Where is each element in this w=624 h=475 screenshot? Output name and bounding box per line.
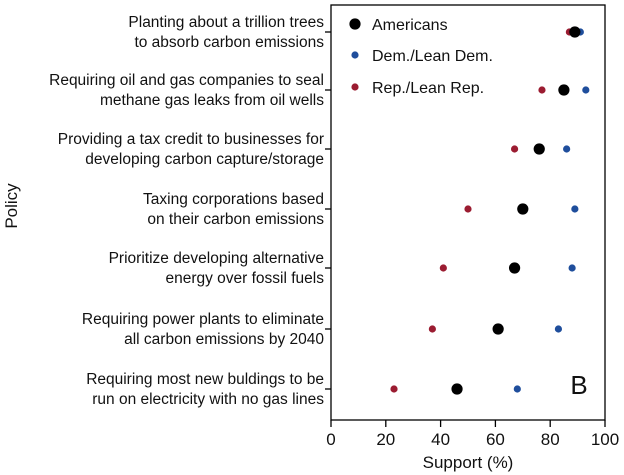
data-point bbox=[464, 205, 472, 213]
policy-label: methane gas leaks from oil wells bbox=[100, 92, 324, 109]
policy-label: to absorb carbon emissions bbox=[134, 34, 324, 51]
data-point bbox=[492, 323, 504, 335]
data-point bbox=[582, 86, 590, 94]
data-point bbox=[428, 325, 436, 333]
x-tick-label: 0 bbox=[326, 430, 335, 449]
policy-label: energy over fossil fuels bbox=[165, 270, 324, 287]
data-point bbox=[554, 325, 563, 333]
plot-frame bbox=[330, 4, 606, 421]
data-point bbox=[513, 385, 521, 393]
x-tick-label: 100 bbox=[591, 430, 619, 449]
policy-label: developing carbon capture/storage bbox=[85, 151, 324, 168]
data-point bbox=[508, 262, 521, 274]
policy-labels: Planting about a trillion trees to absorb… bbox=[49, 14, 331, 408]
legend-marker bbox=[351, 51, 359, 59]
policy-label: Requiring oil and gas companies to seal bbox=[49, 72, 324, 89]
data-point bbox=[451, 383, 463, 395]
x-tick-label: 20 bbox=[376, 430, 395, 449]
legend-marker bbox=[349, 18, 361, 30]
x-tick-label: 80 bbox=[541, 430, 560, 449]
policy-label: Requiring most new buldings to be bbox=[86, 371, 324, 388]
x-axis-ticks: 0 20 40 60 80 100 bbox=[326, 420, 619, 449]
x-axis-title: Support (%) bbox=[423, 453, 514, 472]
policy-label: run on electricity with no gas lines bbox=[92, 391, 324, 408]
policy-label: all carbon emissions by 2040 bbox=[124, 331, 324, 348]
legend-label: Dem./Lean Dem. bbox=[372, 48, 493, 65]
data-point bbox=[569, 26, 581, 38]
data-point bbox=[517, 203, 529, 215]
legend-label: Americans bbox=[372, 17, 448, 34]
y-axis-title: Policy bbox=[2, 183, 21, 229]
policy-label: Prioritize developing alternative bbox=[109, 250, 324, 267]
policy-label: Requiring power plants to eliminate bbox=[82, 311, 324, 328]
x-tick-label: 60 bbox=[486, 430, 505, 449]
data-point bbox=[558, 84, 570, 96]
policy-label: Taxing corporations based bbox=[143, 191, 324, 208]
data-point bbox=[510, 145, 519, 153]
data-points bbox=[390, 26, 590, 395]
data-point bbox=[390, 385, 398, 393]
data-point bbox=[533, 143, 545, 155]
legend-marker bbox=[351, 83, 359, 91]
policy-label: on their carbon emissions bbox=[147, 211, 324, 228]
data-point bbox=[563, 145, 571, 153]
panel-label: B bbox=[570, 370, 587, 400]
data-point bbox=[571, 205, 579, 213]
legend: Americans Dem./Lean Dem. Rep./Lean Rep. bbox=[349, 17, 493, 97]
x-tick-label: 40 bbox=[431, 430, 450, 449]
policy-label: Planting about a trillion trees bbox=[128, 14, 324, 31]
policy-label: Providing a tax credit to businesses for bbox=[58, 131, 324, 148]
data-point bbox=[439, 264, 447, 272]
data-point bbox=[538, 86, 546, 94]
legend-label: Rep./Lean Rep. bbox=[372, 80, 484, 97]
data-point bbox=[568, 264, 576, 272]
